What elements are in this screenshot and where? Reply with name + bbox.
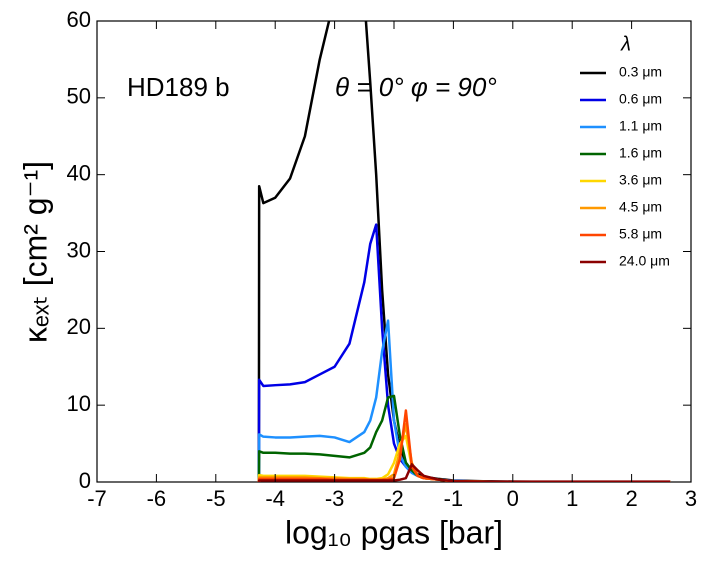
x-tick-label: -3	[325, 486, 345, 511]
x-tick-label: 2	[625, 486, 637, 511]
series-line	[257, 434, 671, 482]
x-tick-label: -6	[147, 486, 167, 511]
x-tick-label: -4	[265, 486, 285, 511]
x-axis-label: log₁₀ pgas [bar]	[285, 514, 503, 550]
legend-label: 3.6 μm	[619, 172, 662, 188]
y-tick-label: 0	[79, 468, 91, 493]
lines	[257, 21, 671, 482]
series-line	[257, 394, 671, 482]
y-tick-label: 10	[67, 391, 91, 416]
x-tick-label: 1	[566, 486, 578, 511]
legend-title: λ	[620, 33, 631, 55]
legend-label: 5.8 μm	[619, 226, 662, 242]
series-line	[257, 223, 671, 482]
series-line	[257, 319, 671, 482]
legend-label: 1.6 μm	[619, 145, 662, 161]
legend-label: 0.6 μm	[619, 91, 662, 107]
annotation: θ = 0° φ = 90°	[335, 72, 497, 102]
y-axis-label: κₑₓₜ [cm² g⁻¹]	[17, 161, 53, 343]
x-tick-label: -5	[206, 486, 226, 511]
x-tick-label: -1	[444, 486, 464, 511]
x-tick-label: 3	[685, 486, 697, 511]
x-tick-label: -2	[384, 486, 404, 511]
y-tick-label: 60	[67, 7, 91, 32]
y-tick-label: 50	[67, 84, 91, 109]
series-line	[257, 463, 671, 482]
legend-label: 0.3 μm	[619, 64, 662, 80]
legend-label: 4.5 μm	[619, 199, 662, 215]
y-tick-label: 20	[67, 314, 91, 339]
y-tick-label: 30	[67, 237, 91, 262]
annotation: HD189 b	[127, 72, 230, 102]
x-tick-label: -7	[87, 486, 107, 511]
series-line	[257, 409, 671, 482]
y-tick-label: 40	[67, 160, 91, 185]
legend-label: 1.1 μm	[619, 118, 662, 134]
legend-label: 24.0 μm	[619, 253, 670, 269]
x-tick-label: 0	[507, 486, 519, 511]
